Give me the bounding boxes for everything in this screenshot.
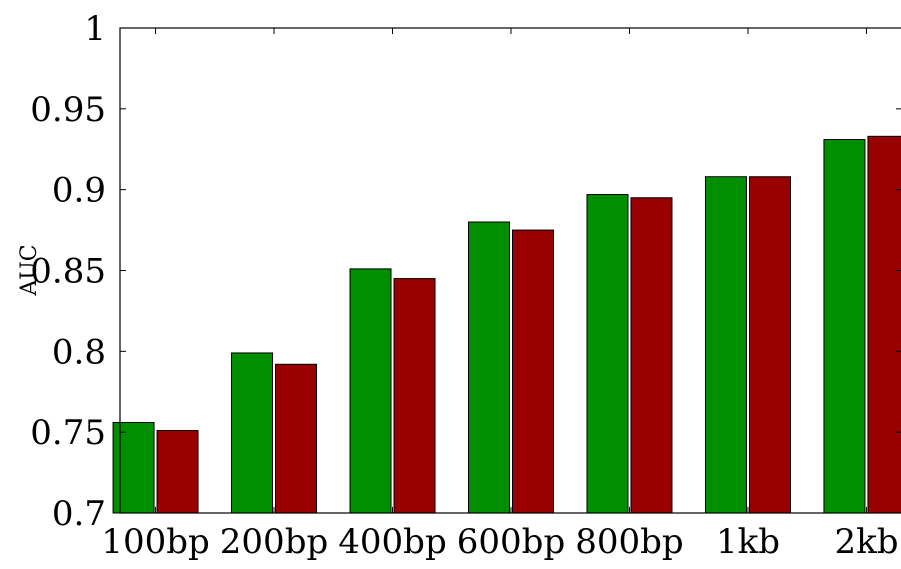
x-tick-label: 2kb	[834, 522, 898, 562]
x-tick-label: 100bp	[101, 522, 209, 562]
plot-frame	[119, 27, 901, 514]
bar-600bp-series-1	[468, 221, 510, 514]
x-tick-label: 1kb	[716, 522, 780, 562]
bar-200bp-series-2	[275, 363, 318, 514]
bar-2kb-series-2	[867, 135, 901, 514]
bar-400bp-series-2	[393, 278, 436, 514]
bar-1kb-series-1	[704, 176, 747, 514]
x-tick-label: 800bp	[575, 522, 683, 562]
bar-600bp-series-2	[512, 229, 554, 514]
y-tick-label: 0.95	[30, 90, 106, 130]
y-axis-title: AUC	[17, 244, 42, 296]
bar-800bp-series-1	[586, 194, 629, 514]
y-tick-label: 0.7	[52, 494, 106, 534]
y-tick-label: 0.8	[52, 332, 106, 372]
x-tick-label: 600bp	[457, 522, 565, 562]
y-tick-label: 0.75	[30, 413, 106, 453]
x-tick-label: 400bp	[338, 522, 446, 562]
bar-200bp-series-1	[231, 352, 274, 514]
bar-2kb-series-1	[823, 139, 866, 514]
bar-400bp-series-1	[349, 268, 392, 514]
y-tick-label: 0.85	[30, 252, 106, 292]
bar-800bp-series-2	[630, 197, 673, 514]
bar-100bp-series-2	[156, 430, 199, 514]
y-tick-labels: 0.7 0.75 0.8 0.85 0.9 0.95 1	[30, 9, 106, 534]
bar-100bp-series-1	[112, 421, 155, 514]
bar-1kb-series-2	[748, 176, 791, 514]
x-tick-labels: 100bp 200bp 400bp 600bp 800bp 1kb 2kb	[101, 522, 898, 562]
y-tick-label: 1	[84, 9, 106, 49]
bars-layer	[112, 135, 901, 514]
y-tick-label: 0.9	[52, 171, 106, 211]
x-tick-label: 200bp	[220, 522, 328, 562]
